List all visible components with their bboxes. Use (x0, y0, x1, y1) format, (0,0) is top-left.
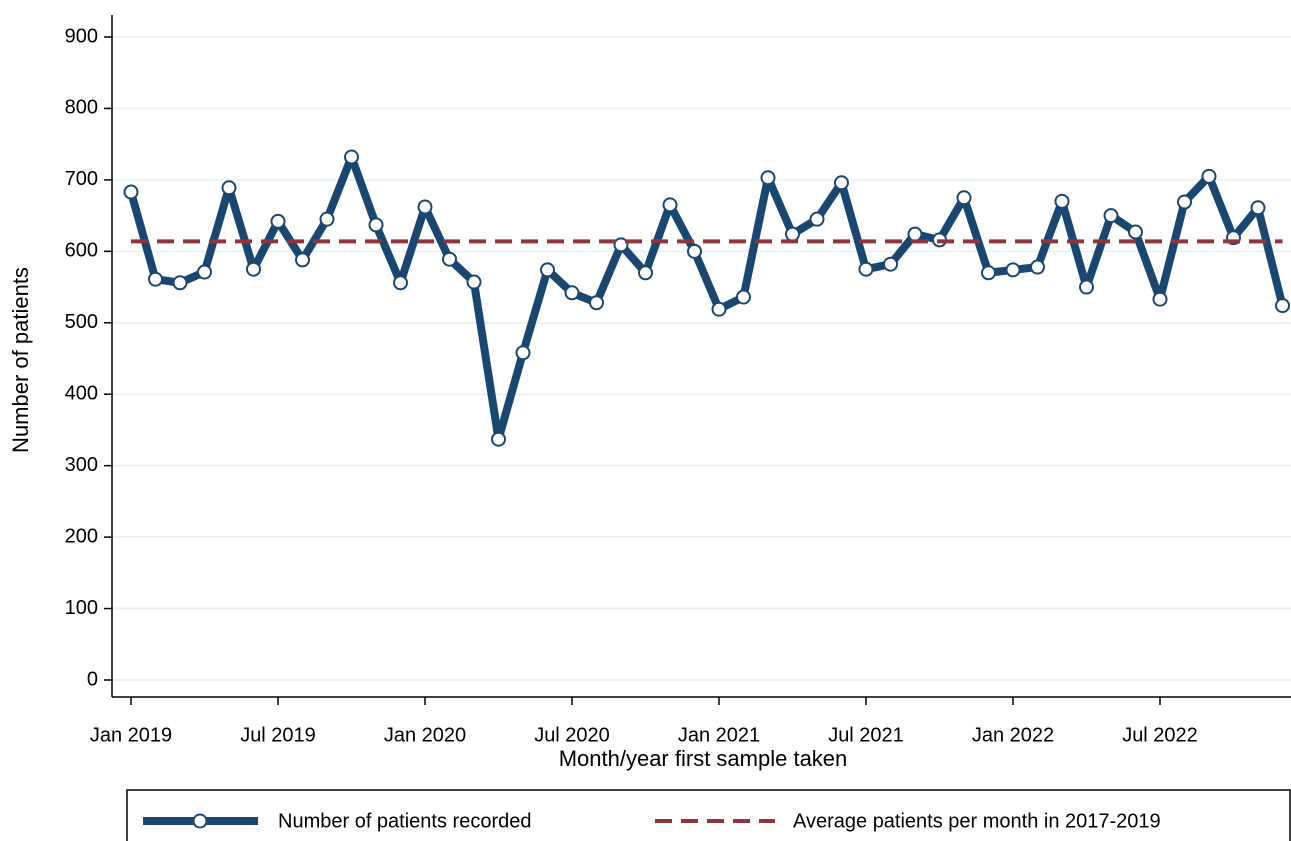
marker (246, 261, 261, 277)
y-tick-label: 900 (65, 25, 98, 47)
marker (1128, 224, 1143, 240)
marker (1054, 193, 1070, 209)
marker (540, 262, 555, 278)
marker (344, 149, 359, 165)
marker (564, 285, 580, 301)
marker (197, 264, 212, 280)
marker (638, 265, 653, 281)
marker (1103, 208, 1119, 224)
y-tick-label: 200 (65, 525, 98, 547)
y-tick-label: 300 (65, 454, 98, 476)
x-tick-label: Jan 2021 (678, 724, 760, 746)
x-tick-label: Jan 2020 (384, 724, 466, 746)
marker (956, 190, 972, 206)
marker (515, 345, 531, 361)
x-tick-label: Jul 2022 (1122, 724, 1198, 746)
marker (809, 211, 825, 227)
marker (123, 184, 139, 200)
marker (417, 199, 433, 215)
legend-label: Average patients per month in 2017-2019 (793, 810, 1161, 832)
marker (760, 170, 776, 186)
marker (858, 261, 874, 277)
marker (687, 243, 702, 259)
marker (736, 289, 751, 305)
marker (1152, 291, 1168, 307)
marker (1201, 168, 1217, 184)
y-tick-label: 400 (65, 383, 98, 405)
y-tick-label: 600 (65, 240, 98, 262)
y-tick-label: 500 (65, 311, 98, 333)
marker (613, 237, 629, 253)
marker (172, 275, 188, 291)
y-tick-label: 800 (65, 97, 98, 119)
x-axis-title: Month/year first sample taken (559, 746, 848, 771)
marker (589, 295, 604, 311)
x-tick-label: Jan 2019 (90, 724, 172, 746)
y-axis-title: Number of patients (8, 267, 33, 453)
marker (834, 175, 849, 191)
marker (491, 431, 506, 447)
marker (1177, 194, 1192, 210)
marker (1250, 200, 1266, 216)
marker (907, 226, 923, 242)
marker (1030, 259, 1045, 275)
y-tick-label: 100 (65, 597, 98, 619)
marker (221, 180, 237, 196)
marker (466, 274, 482, 290)
marker (1079, 279, 1094, 295)
marker (319, 211, 335, 227)
marker (711, 301, 727, 317)
marker (1275, 298, 1290, 314)
x-tick-label: Jul 2021 (828, 724, 904, 746)
x-tick-label: Jul 2020 (534, 724, 610, 746)
legend-marker (192, 813, 208, 829)
marker (442, 251, 457, 267)
marker (148, 271, 163, 287)
marker (981, 265, 996, 281)
marker (368, 217, 384, 233)
legend-label: Number of patients recorded (278, 810, 531, 832)
marker (295, 252, 310, 268)
marker (270, 213, 286, 229)
marker (785, 226, 800, 242)
x-tick-label: Jul 2019 (240, 724, 316, 746)
marker (393, 275, 408, 291)
data-line (127, 153, 1287, 444)
y-tick-label: 700 (65, 168, 98, 190)
marker (883, 256, 898, 272)
x-tick-label: Jan 2022 (972, 724, 1054, 746)
marker (1005, 262, 1021, 278)
legend-box (126, 789, 1291, 841)
marker (662, 197, 678, 213)
y-tick-label: 0 (87, 668, 98, 690)
